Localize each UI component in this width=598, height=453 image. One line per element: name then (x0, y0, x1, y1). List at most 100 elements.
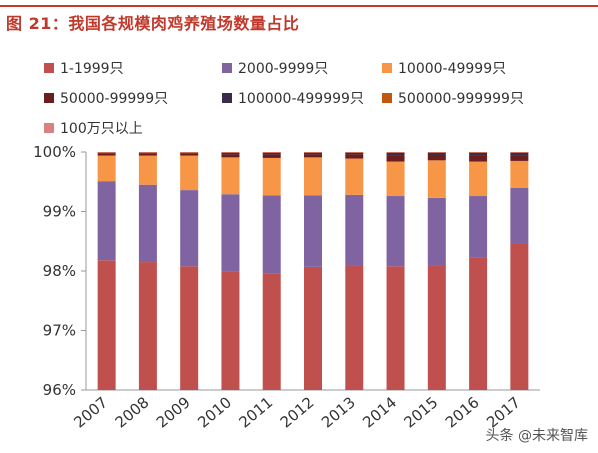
bar-segment-2010-series-1 (221, 271, 240, 390)
bar-segment-2011-series-7 (262, 152, 281, 153)
bar-segment-2007-series-3 (97, 155, 116, 182)
watermark: 头条 @未来智库 (486, 425, 588, 445)
chart-title: 图 21：我国各规模肉鸡养殖场数量占比 (6, 14, 300, 33)
legend-swatch-6 (382, 93, 392, 103)
legend-label-4: 50000-99999只 (60, 91, 169, 107)
bar-segment-2007-series-7 (97, 152, 116, 153)
bar-segment-2007-series-1 (97, 260, 116, 390)
bar-segment-2007-series-5 (97, 152, 116, 154)
y-tick-label: 96% (43, 381, 76, 399)
bar-segment-2009-series-2 (180, 190, 199, 267)
legend-swatch-1 (44, 63, 54, 73)
legend-label-1: 1-1999只 (60, 61, 124, 77)
bar-segment-2007-series-2 (97, 181, 116, 261)
legend-swatch-2 (222, 63, 232, 73)
bar-segment-2008-series-3 (138, 155, 157, 185)
bar-segment-2017-series-4 (510, 155, 529, 161)
bar-segment-2008-series-4 (138, 153, 157, 156)
bar-segment-2014-series-2 (386, 196, 405, 267)
bar-segment-2016-series-2 (469, 196, 488, 258)
x-tick-label-2009: 2009 (153, 393, 194, 431)
watermark-text: 头条 @未来智库 (485, 428, 588, 444)
bar-segment-2016-series-1 (469, 257, 488, 390)
legend-label-7: 100万只以上 (60, 121, 143, 137)
bar-segment-2009-series-4 (180, 153, 199, 156)
bar-segment-2016-series-3 (469, 161, 488, 197)
bar-segment-2009-series-1 (180, 266, 199, 390)
bar-segment-2015-series-5 (427, 152, 446, 155)
bar-segment-2012-series-3 (304, 157, 322, 196)
x-tick-label-2015: 2015 (401, 393, 442, 431)
bar-segment-2011-series-5 (262, 152, 281, 155)
x-tick-label-2014: 2014 (359, 393, 400, 431)
legend-label-3: 10000-49999只 (398, 61, 507, 77)
bar-segment-2009-series-5 (180, 152, 199, 154)
bar-segment-2013-series-1 (345, 265, 364, 390)
bar-segment-2017-series-2 (510, 187, 529, 244)
legend-item-4: 50000-99999只 (44, 88, 168, 108)
bar-segment-2017-series-5 (510, 152, 529, 156)
legend-item-3: 10000-49999只 (382, 58, 506, 78)
bar-segment-2014-series-1 (386, 266, 405, 390)
legend-swatch-3 (382, 63, 392, 73)
legend-swatch-4 (44, 93, 54, 103)
bar-segment-2017-series-3 (510, 160, 529, 188)
legend-label-2: 2000-9999只 (238, 61, 329, 77)
legend-label-6: 500000-999999只 (398, 91, 524, 107)
x-tick-label-2011: 2011 (235, 393, 276, 431)
bar-segment-2014-series-5 (386, 152, 405, 156)
bar-segment-2011-series-2 (262, 195, 281, 274)
bar-segment-2008-series-7 (138, 152, 157, 153)
legend-label-5: 100000-499999只 (238, 91, 364, 107)
y-tick-label: 97% (43, 322, 76, 340)
title-rule (0, 5, 598, 7)
legend-item-2: 2000-9999只 (222, 58, 328, 78)
bar-segment-2015-series-2 (427, 197, 446, 266)
bar-segment-2008-series-5 (138, 152, 157, 154)
bar-segment-2012-series-7 (304, 152, 322, 153)
bar-segment-2010-series-5 (221, 152, 240, 155)
bar-segment-2014-series-7 (386, 152, 405, 153)
x-tick-label-2012: 2012 (277, 393, 318, 431)
bar-segment-2010-series-7 (221, 152, 240, 153)
bar-segment-2010-series-3 (221, 157, 240, 195)
x-tick-label-2016: 2016 (442, 393, 483, 431)
bar-segment-2013-series-3 (345, 158, 364, 195)
legend-item-5: 100000-499999只 (222, 88, 364, 108)
bar-segment-2016-series-7 (469, 152, 488, 153)
legend-swatch-7 (44, 123, 54, 133)
bar-segment-2017-series-1 (510, 243, 529, 390)
bar-segment-2015-series-4 (427, 154, 446, 161)
bar-segment-2014-series-4 (386, 155, 405, 162)
bar-segment-2015-series-3 (427, 160, 446, 198)
bar-segment-2011-series-4 (262, 154, 281, 158)
legend-swatch-5 (222, 93, 232, 103)
bar-segment-2013-series-4 (345, 154, 364, 159)
bar-segment-2012-series-1 (304, 266, 322, 390)
bar-segment-2015-series-1 (427, 265, 446, 390)
bar-segment-2009-series-3 (180, 155, 199, 191)
bar-segment-2012-series-2 (304, 195, 322, 267)
y-tick-label: 99% (43, 203, 76, 221)
bar-segment-2016-series-4 (469, 155, 488, 162)
bar-segment-2008-series-1 (138, 262, 157, 390)
bar-segment-2012-series-4 (304, 154, 322, 158)
y-tick-label: 100% (33, 143, 76, 161)
bar-segment-2016-series-5 (469, 152, 488, 156)
x-tick-label-2007: 2007 (70, 393, 111, 431)
bar-segment-2007-series-4 (97, 153, 116, 156)
bar-segment-2011-series-1 (262, 273, 281, 390)
bar-segment-2013-series-5 (345, 152, 364, 155)
bar-segment-2017-series-7 (510, 152, 529, 153)
x-tick-label-2013: 2013 (318, 393, 359, 431)
bar-segment-2011-series-3 (262, 157, 281, 196)
bar-segment-2015-series-7 (427, 152, 446, 153)
bar-segment-2012-series-5 (304, 152, 322, 155)
bar-segment-2010-series-4 (221, 154, 240, 158)
bar-segment-2008-series-2 (138, 184, 157, 263)
legend-item-1: 1-1999只 (44, 58, 124, 78)
bar-segment-2013-series-2 (345, 194, 364, 266)
x-tick-label-2010: 2010 (194, 393, 235, 431)
